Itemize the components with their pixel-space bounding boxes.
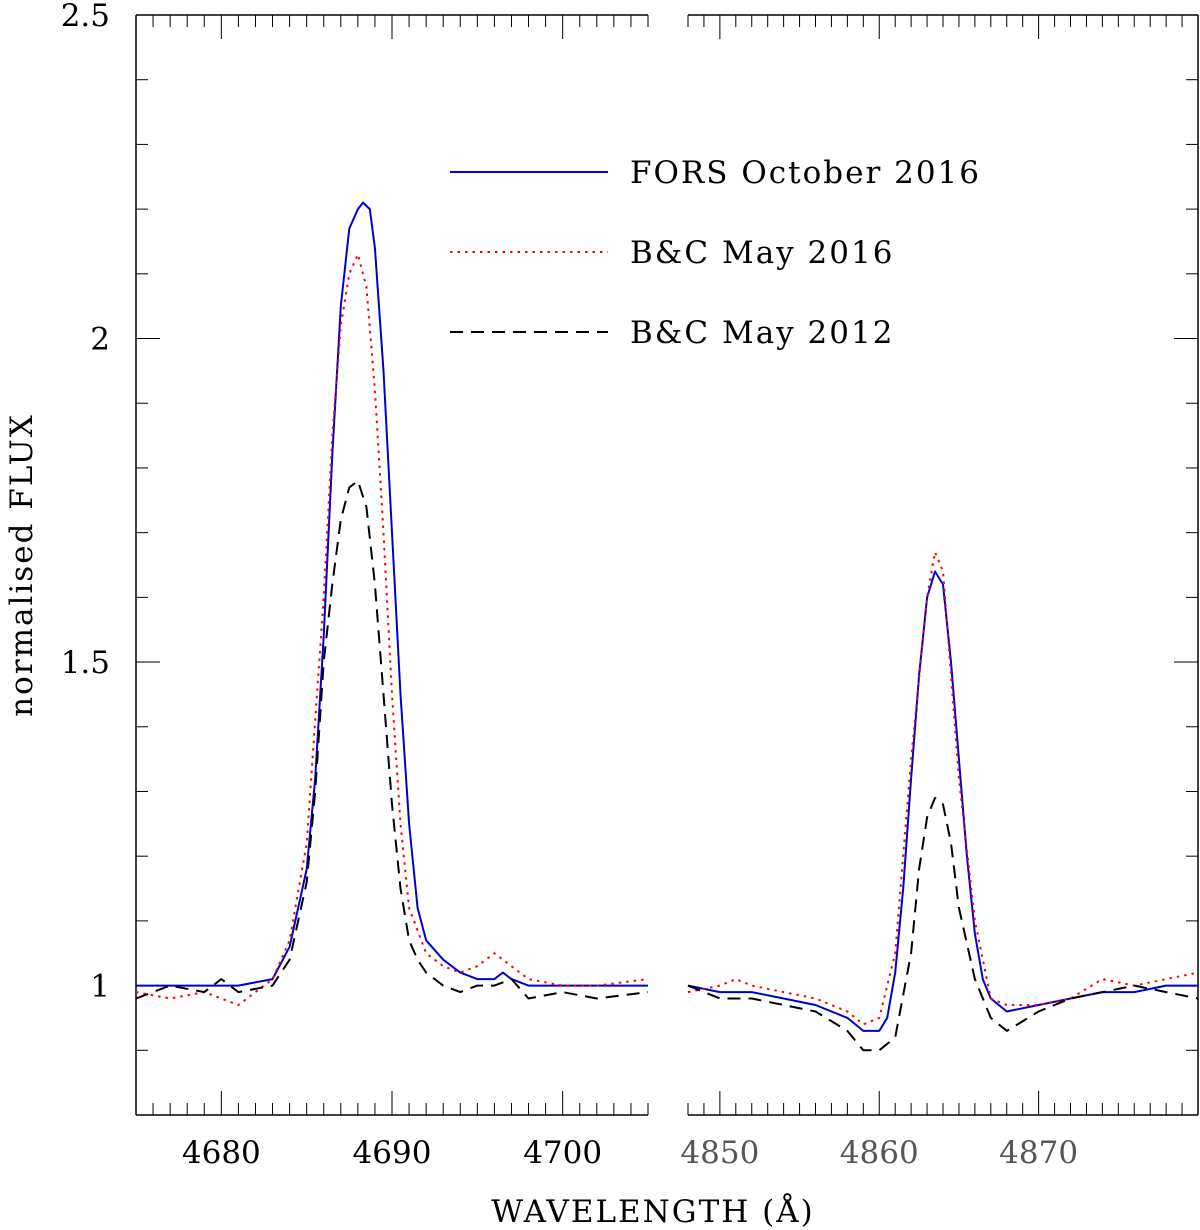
panel-1-series-3-line xyxy=(135,479,649,1000)
legend-label: B&C May 2012 xyxy=(630,315,894,351)
y-tick-label: 1 xyxy=(90,969,110,1005)
panel-1-series-1-line xyxy=(136,201,648,987)
legend: FORS October 2016 B&C May 2016 B&C May 201… xyxy=(450,155,981,351)
x-tick-label: 4860 xyxy=(840,1135,919,1171)
x-tick-label: 4700 xyxy=(523,1135,602,1171)
y-axis-title: normalised FLUX xyxy=(4,413,40,717)
plot-layer xyxy=(135,201,1199,1052)
panel-2-series-1-line xyxy=(687,570,1198,1032)
panel-2-series-3-line xyxy=(687,796,1199,1052)
x-axis-title: WAVELENGTH (Å) xyxy=(491,1192,814,1230)
x-tick-label: 4690 xyxy=(353,1135,432,1171)
panel-1-series-2-line xyxy=(135,253,649,1006)
x-tick-label: 4850 xyxy=(680,1135,759,1171)
y-tick-label: 2.5 xyxy=(61,0,110,34)
panel-2-series-2-line xyxy=(687,551,1199,1026)
x-tick-label: 4680 xyxy=(182,1135,261,1171)
y-tick-label: 1.5 xyxy=(61,645,110,681)
y-tick-label: 2 xyxy=(90,322,110,358)
legend-label: B&C May 2016 xyxy=(630,235,894,271)
x-tick-label: 4870 xyxy=(999,1135,1078,1171)
axes-layer: 4680 4690 4700 4850 4860 4870 1 1.5 2 2.5 xyxy=(61,0,1199,1171)
legend-label: FORS October 2016 xyxy=(630,155,981,191)
